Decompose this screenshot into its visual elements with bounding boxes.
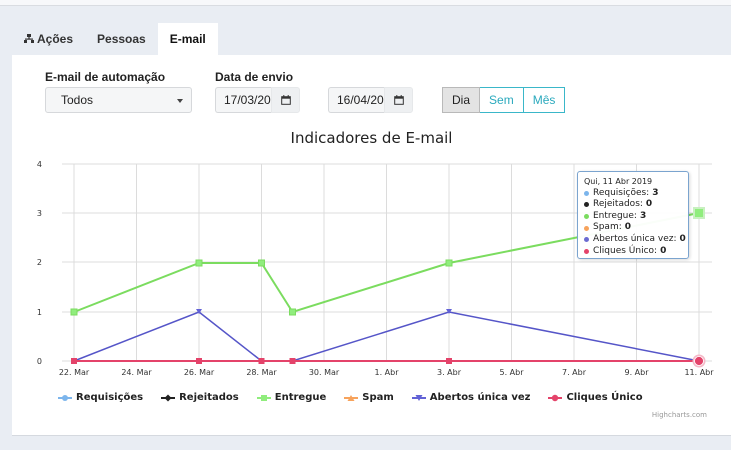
tab-label: Pessoas [97, 32, 146, 46]
svg-text:24. Mar: 24. Mar [121, 368, 152, 377]
period-toggle: Dia Sem Mês [442, 87, 566, 113]
series-entregue-markers [70, 207, 705, 316]
svg-text:3. Abr: 3. Abr [437, 368, 462, 377]
series-cliques-markers [71, 354, 706, 368]
tooltip-row: Cliques Único: 0 [584, 246, 682, 258]
legend-item-spam[interactable]: Spam [344, 392, 394, 403]
legend-item-requisicoes[interactable]: Requisições [58, 392, 143, 403]
period-day-button[interactable]: Dia [442, 87, 481, 113]
automation-label: E-mail de automação [45, 70, 166, 84]
automation-select-value: Todos [61, 93, 94, 107]
tab-bar: Ações Pessoas E-mail [12, 23, 218, 55]
tooltip-row: Spam: 0 [584, 222, 682, 234]
series-dot-icon [584, 214, 589, 220]
tab-label: Ações [37, 32, 74, 46]
calendar-icon [393, 95, 404, 105]
series-entregue-line [73, 212, 700, 314]
automation-select[interactable]: Todos [45, 87, 192, 113]
svg-text:1: 1 [37, 308, 42, 317]
caret-down-icon [177, 99, 183, 103]
series-abertos-markers [196, 309, 452, 314]
sitemap-icon [24, 34, 34, 43]
svg-text:2: 2 [37, 258, 42, 267]
tooltip-header: Qui, 11 Abr 2019 [584, 177, 653, 186]
tooltip-row: Abertos única vez: 0 [584, 234, 686, 246]
svg-text:0: 0 [37, 357, 42, 366]
email-panel: E-mail de automação Todos Data de envio … [12, 55, 731, 436]
tab-acoes[interactable]: Ações [12, 23, 85, 55]
svg-text:22. Mar: 22. Mar [59, 368, 90, 377]
chart-title: Indicadores de E-mail [290, 129, 453, 147]
series-dot-icon [584, 237, 589, 243]
date-start-input[interactable]: 17/03/20' [215, 87, 271, 113]
legend-item-abertos[interactable]: Abertos única vez [411, 392, 530, 403]
date-end-input[interactable]: 16/04/20' [328, 87, 384, 113]
calendar-icon [280, 95, 291, 105]
legend-item-cliques[interactable]: Cliques Único [548, 392, 643, 403]
date-start-picker: 17/03/20' [215, 87, 300, 113]
svg-text:11. Abr: 11. Abr [684, 368, 714, 377]
svg-text:5. Abr: 5. Abr [499, 368, 524, 377]
tooltip-row: Requisições: 3 [584, 188, 682, 200]
chart-legend: Requisições Rejeitados Entregue Spam Abe… [58, 392, 643, 403]
y-axis-labels: 4 3 2 1 0 [37, 160, 42, 366]
line-chart: 4 3 2 1 0 22. Mar 24. Mar 26. Mar 28. Ma… [37, 160, 714, 377]
svg-text:9. Abr: 9. Abr [624, 368, 649, 377]
svg-text:28. Mar: 28. Mar [246, 368, 277, 377]
date-label: Data de envio [215, 70, 294, 84]
series-dot-icon [584, 248, 589, 254]
series-dot-icon [584, 190, 589, 196]
highcharts-credits-link[interactable]: Highcharts.com [651, 411, 707, 419]
legend-square-marker-icon [256, 394, 271, 401]
tooltip-row: Rejeitados: 0 [584, 199, 682, 211]
legend-triangle-down-marker-icon [411, 394, 426, 401]
tab-email[interactable]: E-mail [157, 23, 218, 55]
svg-text:30. Mar: 30. Mar [309, 368, 340, 377]
series-dot-icon [584, 225, 589, 231]
svg-text:7. Abr: 7. Abr [562, 368, 587, 377]
svg-text:4: 4 [37, 160, 42, 169]
tooltip-row: Entregue: 3 [584, 211, 682, 223]
tab-label: E-mail [169, 32, 206, 46]
legend-item-rejeitados[interactable]: Rejeitados [161, 392, 239, 403]
legend-circle-marker-icon [58, 394, 72, 401]
top-bar [0, 0, 731, 6]
series-dot-icon [584, 202, 589, 208]
legend-item-entregue[interactable]: Entregue [256, 392, 326, 403]
svg-text:3: 3 [37, 209, 42, 218]
period-month-button[interactable]: Mês [523, 87, 566, 113]
chart-tooltip: Qui, 11 Abr 2019 Requisições: 3 Rejeitado… [577, 171, 689, 259]
svg-text:1. Abr: 1. Abr [374, 368, 399, 377]
svg-text:26. Mar: 26. Mar [184, 368, 215, 377]
date-end-calendar-button[interactable] [384, 87, 413, 113]
date-start-calendar-button[interactable] [271, 87, 300, 113]
legend-triangle-marker-icon [344, 394, 359, 401]
legend-circle-marker-icon [548, 394, 563, 401]
legend-diamond-marker-icon [161, 394, 176, 401]
x-axis-labels: 22. Mar 24. Mar 26. Mar 28. Mar 30. Mar … [59, 368, 714, 377]
date-end-picker: 16/04/20' [328, 87, 413, 113]
tab-pessoas[interactable]: Pessoas [85, 23, 158, 55]
period-week-button[interactable]: Sem [480, 87, 524, 113]
